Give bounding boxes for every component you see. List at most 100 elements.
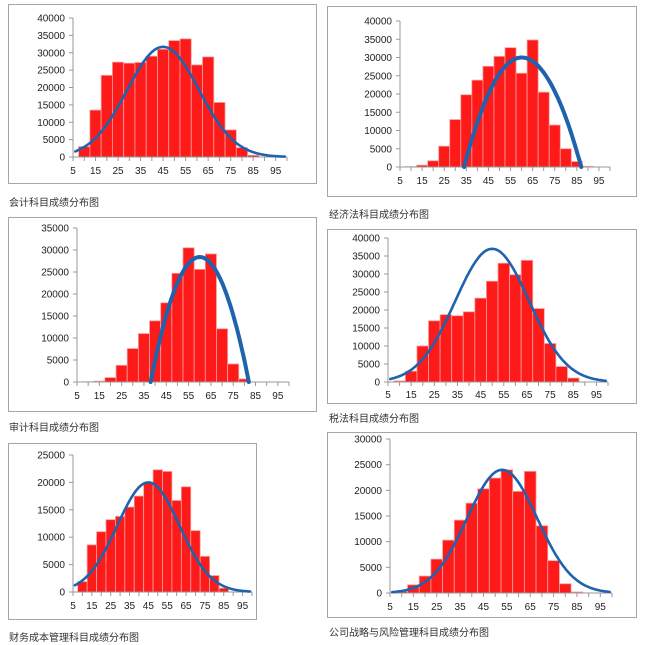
y-tick-label: 10000	[37, 533, 65, 544]
y-tick-label: 15000	[364, 108, 392, 119]
x-tick-label: 65	[203, 166, 215, 177]
y-tick-label: 5000	[358, 360, 381, 371]
histogram-bar	[451, 315, 464, 383]
x-tick-label: 15	[90, 166, 102, 177]
histogram-bar	[145, 55, 158, 158]
histogram-bar	[486, 280, 499, 383]
x-tick-label: 55	[162, 601, 174, 612]
x-tick-label: 25	[431, 602, 443, 613]
chart-frame: 0 5000 10000 15000 20000 25000 30000 5 15 25 35 45 5…	[327, 432, 637, 618]
histogram-bar	[126, 348, 139, 383]
histogram-bar	[133, 495, 145, 593]
x-tick-label: 75	[548, 602, 560, 613]
histogram-bar	[115, 364, 128, 383]
y-tick-label: 40000	[37, 14, 65, 25]
y-tick-label: 10000	[364, 126, 392, 137]
y-tick-label: 20000	[41, 290, 69, 301]
histogram-bar	[462, 311, 476, 383]
x-tick-label: 55	[501, 602, 513, 613]
histogram-bar	[124, 506, 135, 593]
histogram-bar	[497, 262, 510, 383]
x-tick-label: 25	[439, 176, 451, 187]
histogram-bar	[547, 560, 560, 594]
y-tick-label: 35000	[364, 35, 392, 46]
y-tick-label: 25000	[37, 451, 65, 462]
histogram-bar	[555, 366, 568, 383]
x-tick-label: 45	[475, 390, 487, 401]
y-tick-label: 10000	[37, 118, 65, 129]
fitted-distribution-curve	[391, 468, 612, 594]
x-tick-label: 75	[549, 176, 561, 187]
histogram-bar	[482, 65, 495, 168]
histogram-bar	[428, 320, 441, 383]
chart-caption: 经济法科目成绩分布图	[329, 210, 429, 221]
y-tick-label: 10000	[352, 342, 380, 353]
x-tick-label: 85	[571, 602, 583, 613]
histogram-corporate-strategy-risk: 0 5000 10000 15000 20000 25000 30000 5 15 25 35 45 5…	[354, 435, 613, 613]
x-tick-label: 45	[478, 602, 490, 613]
histogram-bar	[137, 333, 150, 383]
chart-caption: 公司战略与风险管理科目成绩分布图	[329, 628, 489, 639]
y-tick-label: 0	[376, 589, 382, 600]
y-tick-label: 35000	[352, 252, 380, 263]
x-tick-label: 75	[545, 390, 557, 401]
histogram-bar	[157, 48, 170, 158]
y-tick-label: 15000	[352, 324, 380, 335]
x-tick-label: 65	[205, 391, 217, 402]
x-tick-label: 55	[180, 166, 192, 177]
y-tick-label: 20000	[352, 306, 380, 317]
x-tick-label: 45	[143, 601, 155, 612]
x-tick-label: 15	[94, 391, 106, 402]
x-tick-label: 75	[225, 166, 237, 177]
x-tick-label: 35	[124, 601, 136, 612]
histogram-bar	[438, 145, 451, 168]
x-tick-label: 5	[387, 602, 393, 613]
histogram-bar	[204, 253, 217, 383]
x-tick-label: 45	[483, 176, 495, 187]
y-tick-label: 0	[386, 163, 392, 174]
histogram-bar	[515, 72, 528, 168]
y-tick-label: 0	[59, 588, 65, 599]
fitted-distribution-curve	[74, 45, 287, 158]
histogram-bar	[559, 583, 572, 594]
x-tick-label: 5	[397, 176, 403, 187]
y-tick-label: 25000	[352, 288, 380, 299]
x-tick-label: 55	[498, 390, 510, 401]
histogram-bar	[143, 482, 154, 593]
histogram-bar	[227, 363, 240, 383]
x-tick-label: 85	[218, 601, 230, 612]
y-tick-label: 25000	[41, 268, 69, 279]
histogram-bar	[162, 471, 173, 593]
x-tick-label: 35	[135, 166, 147, 177]
y-tick-label: 0	[374, 378, 380, 389]
chart-frame: 0 5000 10000 15000 20000 25000 30000 35000 40000…	[327, 6, 637, 197]
histogram-bar	[567, 377, 580, 383]
x-tick-label: 45	[158, 166, 170, 177]
x-tick-label: 15	[417, 176, 429, 187]
x-tick-label: 35	[138, 391, 150, 402]
chart-caption: 财务成本管理科目成绩分布图	[9, 633, 139, 644]
x-tick-label: 95	[270, 166, 282, 177]
y-tick-label: 5000	[370, 144, 393, 155]
fitted-distribution-curve	[462, 55, 584, 169]
x-tick-label: 95	[593, 176, 605, 187]
x-tick-label: 85	[571, 176, 583, 187]
x-tick-label: 5	[70, 601, 76, 612]
y-tick-label: 5000	[47, 356, 70, 367]
y-tick-label: 15000	[37, 100, 65, 111]
x-tick-label: 15	[408, 602, 420, 613]
chart-caption: 审计科目成绩分布图	[9, 423, 99, 434]
x-tick-label: 95	[272, 391, 284, 402]
histogram-accounting: 0 5000 10000 15000 20000 25000 30000 35000 40000…	[37, 14, 288, 177]
y-tick-label: 30000	[41, 246, 69, 257]
y-tick-label: 30000	[364, 53, 392, 64]
x-tick-label: 25	[429, 390, 441, 401]
y-tick-label: 25000	[354, 460, 382, 471]
chart-frame: 0 5000 10000 15000 20000 25000 5 15 25 35 45 55 65 75…	[8, 443, 257, 620]
fitted-distribution-curve	[73, 481, 252, 593]
y-tick-label: 30000	[37, 48, 65, 59]
histogram-bar	[449, 119, 462, 168]
x-tick-label: 65	[527, 176, 539, 187]
histogram-bar	[179, 38, 192, 158]
histogram-financial-cost-management: 0 5000 10000 15000 20000 25000 5 15 25 35 45 55 65 75…	[37, 451, 253, 612]
